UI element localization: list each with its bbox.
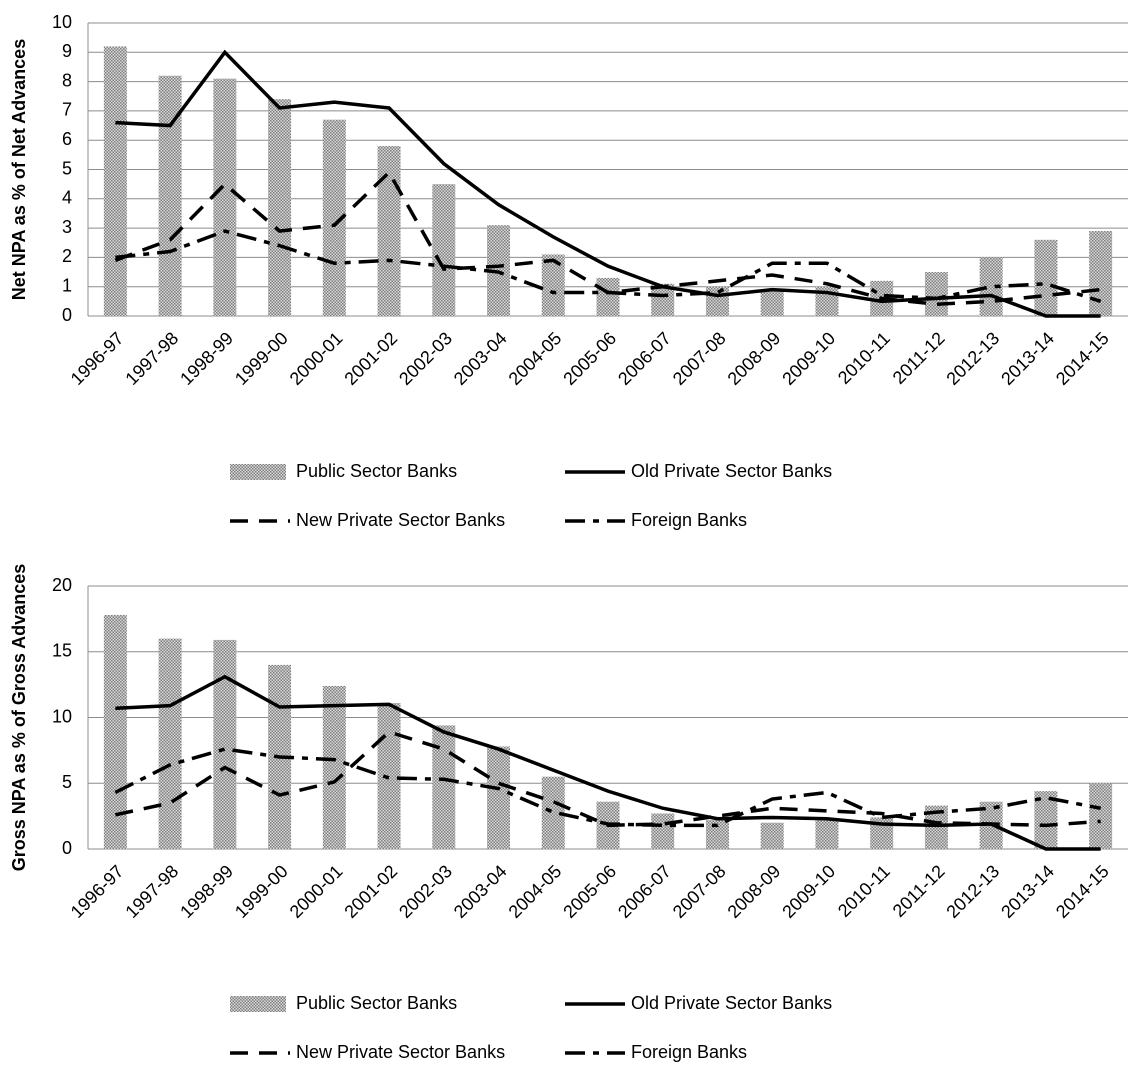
bar [541,776,565,849]
y-tick-label: 8 [62,70,72,90]
line-series [114,747,1101,828]
x-tick-label: 2014-15 [1052,328,1113,389]
legend-label: Public Sector Banks [296,461,457,481]
x-tick-label: 2013-14 [997,861,1058,922]
x-tick-label: 2001-02 [340,861,401,922]
bar [760,289,784,316]
bar [213,78,237,316]
y-tick-label: 10 [52,12,72,32]
legend-label: Public Sector Banks [296,993,457,1013]
x-tick-label: 2000-01 [286,328,347,389]
y-tick-label: 2 [62,246,72,266]
bar [103,46,127,316]
x-tick-label: 2006-07 [614,861,675,922]
y-tick-label: 0 [62,838,72,858]
y-axis-label: Net NPA as % of Net Advances [9,39,29,300]
x-tick-label: 1998-99 [176,328,237,389]
x-tick-label: 2007-08 [669,861,730,922]
bar [651,283,675,316]
x-tick-label: 1998-99 [176,861,237,922]
bar [924,805,948,849]
bar [377,146,401,316]
x-tick-label: 2007-08 [669,328,730,389]
x-tick-label: 2001-02 [340,328,401,389]
bar [322,685,346,849]
x-tick-label: 2004-05 [505,328,566,389]
bar [213,639,237,849]
y-tick-label: 1 [62,275,72,295]
bar [158,75,182,317]
bar [322,119,346,316]
x-tick-label: 2004-05 [505,861,566,922]
x-tick-label: 2008-09 [724,861,785,922]
line-series [115,49,1101,318]
bar [596,277,620,316]
y-tick-label: 0 [62,305,72,325]
bar [1089,231,1113,316]
bar [1034,791,1058,849]
y-tick-label: 3 [62,217,72,237]
x-tick-label: 1999-00 [231,861,292,922]
legend-swatch [230,996,286,1012]
x-tick-label: 1996-97 [67,328,128,389]
x-tick-label: 2010-11 [834,861,894,921]
y-tick-label: 7 [62,100,72,120]
bar [815,820,839,849]
x-tick-label: 2009-10 [778,861,839,922]
legend-swatch [230,464,286,480]
x-tick-label: 2005-06 [559,328,620,389]
x-tick-label: 2003-04 [450,861,511,922]
legend-label: Foreign Banks [631,510,747,530]
bar [1034,239,1058,316]
bar [924,272,948,316]
y-tick-label: 5 [62,772,72,792]
legend-label: Old Private Sector Banks [631,993,832,1013]
x-tick-label: 2013-14 [997,328,1058,389]
x-tick-label: 1999-00 [231,328,292,389]
x-tick-label: 2008-09 [724,328,785,389]
legend-label: New Private Sector Banks [296,510,505,530]
y-tick-label: 9 [62,41,72,61]
x-tick-label: 1997-98 [121,328,182,389]
bar [541,254,565,316]
x-tick-label: 2011-12 [889,861,949,921]
y-tick-label: 15 [52,641,72,661]
x-tick-label: 2006-07 [614,328,675,389]
bar [268,99,292,317]
x-tick-label: 2003-04 [450,328,511,389]
x-tick-label: 2012-13 [942,861,1003,922]
line-series [115,674,1101,851]
bar [760,822,784,849]
x-tick-label: 2011-12 [889,328,949,388]
bar [651,813,675,849]
bar [705,820,729,849]
bar [1089,783,1113,849]
x-tick-label: 2009-10 [778,328,839,389]
legend-label: New Private Sector Banks [296,1042,505,1062]
line-series [115,229,1102,304]
y-tick-label: 5 [62,158,72,178]
x-tick-label: 1996-97 [67,861,128,922]
x-tick-label: 2002-03 [395,328,456,389]
bar [432,184,456,316]
y-tick-label: 20 [52,575,72,595]
legend-label: Foreign Banks [631,1042,747,1062]
y-axis-label: Gross NPA as % of Gross Advances [9,564,29,871]
x-tick-label: 2010-11 [834,328,894,388]
x-tick-label: 2005-06 [559,861,620,922]
x-tick-label: 2002-03 [395,861,456,922]
y-tick-label: 4 [62,188,72,208]
bar [377,703,401,849]
y-tick-label: 10 [52,706,72,726]
x-tick-label: 2000-01 [286,861,347,922]
y-tick-label: 6 [62,129,72,149]
legend-label: Old Private Sector Banks [631,461,832,481]
bar [158,638,182,849]
x-tick-label: 2014-15 [1052,861,1113,922]
x-tick-label: 2012-13 [942,328,1003,389]
bar [487,746,511,849]
bar [432,725,456,849]
x-tick-label: 1997-98 [121,861,182,922]
